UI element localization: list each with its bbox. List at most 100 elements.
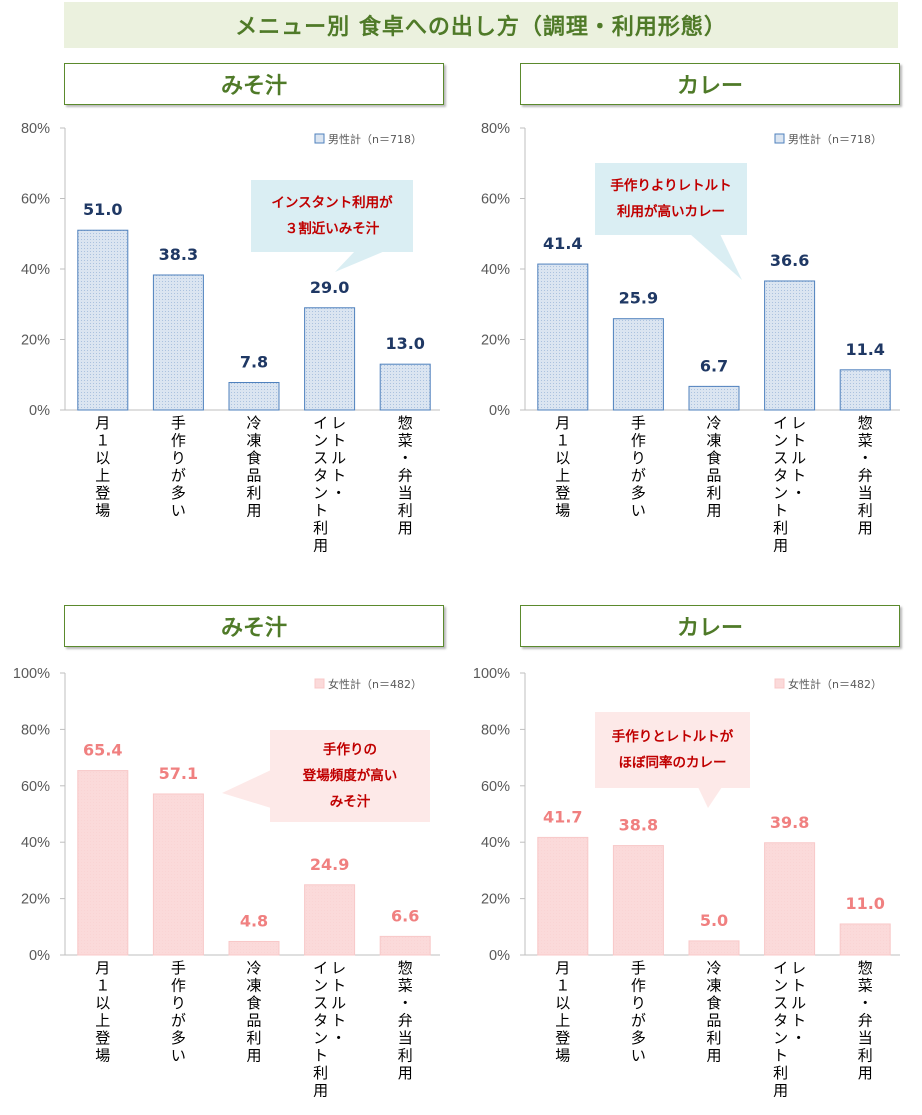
callout-tail-bl bbox=[222, 770, 271, 808]
category-label: 月１以上登場 bbox=[555, 959, 570, 1065]
callout-miso-male: インスタント利用が ３割近いみそ汁 bbox=[251, 180, 413, 252]
bar bbox=[77, 770, 129, 956]
category-label: 冷凍食品利用 bbox=[706, 959, 721, 1065]
y-tick-label: 0% bbox=[489, 948, 510, 964]
panel-title-curry-female: カレー bbox=[520, 605, 900, 647]
bar bbox=[688, 385, 740, 411]
data-label: 24.9 bbox=[310, 855, 349, 874]
bar bbox=[612, 845, 664, 956]
y-tick-label: 20% bbox=[481, 892, 510, 908]
data-label: 11.4 bbox=[845, 340, 884, 359]
bar bbox=[839, 923, 891, 956]
legend-swatch bbox=[774, 678, 785, 689]
data-label: 6.7 bbox=[700, 356, 728, 375]
legend-label: 女性計（n＝482） bbox=[788, 677, 882, 691]
data-label: 38.3 bbox=[159, 245, 198, 264]
y-tick-label: 100% bbox=[473, 666, 510, 682]
callout-tail-tl bbox=[335, 251, 385, 272]
data-label: 25.9 bbox=[619, 289, 658, 308]
y-tick-label: 40% bbox=[21, 262, 50, 278]
y-tick-label: 0% bbox=[29, 403, 50, 419]
category-label: レトルト・インスタント利用 bbox=[773, 414, 806, 555]
y-tick-label: 60% bbox=[21, 779, 50, 795]
category-label: レトルト・インスタント利用 bbox=[313, 959, 346, 1100]
legend-label: 女性計（n＝482） bbox=[328, 677, 422, 691]
legend-label: 男性計（n＝718） bbox=[788, 132, 882, 146]
y-tick-label: 80% bbox=[21, 121, 50, 137]
bar bbox=[612, 318, 664, 411]
category-label: 冷凍食品利用 bbox=[706, 414, 721, 520]
y-tick-label: 80% bbox=[481, 121, 510, 137]
data-label: 7.8 bbox=[240, 353, 268, 372]
panel-title-miso-female: みそ汁 bbox=[64, 605, 444, 647]
data-label: 29.0 bbox=[310, 278, 349, 297]
bar bbox=[228, 382, 280, 411]
data-label: 13.0 bbox=[385, 334, 424, 353]
category-label: 冷凍食品利用 bbox=[246, 959, 261, 1065]
callout-tail-br bbox=[698, 787, 722, 808]
category-label: レトルト・インスタント利用 bbox=[313, 414, 346, 555]
bar bbox=[839, 369, 891, 411]
callout-curry-male: 手作りよりレトルト 利用が高いカレー bbox=[595, 163, 747, 235]
y-tick-label: 40% bbox=[481, 835, 510, 851]
legend-swatch bbox=[314, 133, 325, 144]
category-label: 惣菜・弁当利用 bbox=[858, 959, 873, 1082]
data-label: 36.6 bbox=[770, 251, 809, 270]
y-tick-label: 20% bbox=[21, 333, 50, 349]
data-label: 41.7 bbox=[543, 807, 582, 826]
bar bbox=[304, 307, 356, 411]
page-title: メニュー別 食卓への出し方（調理・利用形態） bbox=[64, 2, 898, 48]
y-tick-label: 60% bbox=[21, 192, 50, 208]
category-label: 月１以上登場 bbox=[555, 414, 570, 520]
panel-title-miso-male: みそ汁 bbox=[64, 63, 444, 105]
legend-swatch bbox=[314, 678, 325, 689]
bar bbox=[379, 935, 431, 956]
data-label: 51.0 bbox=[83, 200, 122, 219]
data-label: 65.4 bbox=[83, 741, 122, 760]
bar bbox=[764, 842, 816, 956]
y-tick-label: 60% bbox=[481, 192, 510, 208]
y-tick-label: 40% bbox=[481, 262, 510, 278]
data-label: 57.1 bbox=[159, 764, 198, 783]
y-tick-label: 0% bbox=[489, 403, 510, 419]
data-label: 39.8 bbox=[770, 813, 809, 832]
chart-miso-male: 0% 20% 40% 60% 80% 51.0 月１以上登場 38.3 手作りが多い 7.8 冷凍食… bbox=[21, 121, 440, 555]
y-tick-label: 100% bbox=[13, 666, 50, 682]
y-tick-label: 20% bbox=[21, 892, 50, 908]
panel-title-curry-male: カレー bbox=[520, 63, 900, 105]
data-label: 38.8 bbox=[619, 816, 658, 835]
y-tick-label: 60% bbox=[481, 779, 510, 795]
category-label: 手作りが多い bbox=[171, 414, 186, 520]
category-label: 惣菜・弁当利用 bbox=[398, 414, 413, 537]
y-tick-label: 20% bbox=[481, 333, 510, 349]
category-label: 手作りが多い bbox=[631, 414, 646, 520]
bar bbox=[379, 363, 431, 411]
y-tick-label: 80% bbox=[21, 722, 50, 738]
category-label: 月１以上登場 bbox=[95, 414, 110, 520]
category-label: 惣菜・弁当利用 bbox=[398, 959, 413, 1082]
y-tick-label: 80% bbox=[481, 722, 510, 738]
category-label: 手作りが多い bbox=[171, 959, 186, 1065]
legend-swatch bbox=[774, 133, 785, 144]
y-tick-label: 40% bbox=[21, 835, 50, 851]
callout-tail-tr bbox=[690, 234, 742, 280]
bar bbox=[304, 884, 356, 956]
category-label: 惣菜・弁当利用 bbox=[858, 414, 873, 537]
category-label: レトルト・インスタント利用 bbox=[773, 959, 806, 1100]
data-label: 6.6 bbox=[391, 906, 419, 925]
data-label: 11.0 bbox=[845, 894, 884, 913]
bar bbox=[688, 940, 740, 956]
y-tick-label: 0% bbox=[29, 948, 50, 964]
data-label: 4.8 bbox=[240, 911, 268, 930]
callout-miso-female: 手作りの 登場頻度が高い みそ汁 bbox=[270, 730, 430, 822]
bar bbox=[764, 280, 816, 411]
bar bbox=[537, 836, 589, 956]
chart-miso-female: 0% 20% 40% 60% 80% 100% 65.4 月１以上登場 57.1 手作りが多い 4.… bbox=[13, 666, 440, 1100]
chart-curry-female: 0% 20% 40% 60% 80% 100% 41.7 月１以上登場 38.8 手作りが多い 5.… bbox=[473, 666, 900, 1100]
bar bbox=[228, 940, 280, 956]
chart-curry-male: 0% 20% 40% 60% 80% 41.4 月１以上登場 25.9 手作りが多い 6.7 冷凍食… bbox=[481, 121, 900, 555]
bar bbox=[152, 793, 204, 956]
data-label: 41.4 bbox=[543, 234, 582, 253]
bar bbox=[77, 229, 129, 411]
